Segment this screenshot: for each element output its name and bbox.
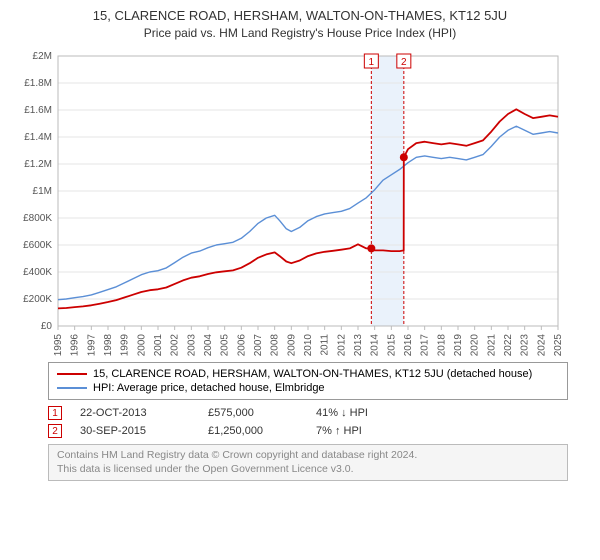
svg-text:1997: 1997 xyxy=(86,334,97,356)
svg-text:2012: 2012 xyxy=(336,334,347,356)
sale-price-1: £575,000 xyxy=(208,407,298,419)
svg-text:2004: 2004 xyxy=(203,334,214,356)
svg-text:£1.4M: £1.4M xyxy=(24,132,52,143)
svg-text:2020: 2020 xyxy=(470,334,481,356)
svg-text:2016: 2016 xyxy=(403,334,414,356)
sale-date-1: 22-OCT-2013 xyxy=(80,407,190,419)
svg-text:£2M: £2M xyxy=(33,51,52,62)
svg-text:2025: 2025 xyxy=(553,334,564,356)
line-chart-svg: £0 £200K £400K £600K £800K £1M £1.2M £1.4M £1.6M… xyxy=(10,46,570,356)
footnote-box: Contains HM Land Registry data © Crown c… xyxy=(48,444,568,481)
svg-text:2022: 2022 xyxy=(503,334,514,356)
sale-marker-2: 2 xyxy=(48,424,62,438)
svg-text:£200K: £200K xyxy=(23,294,52,305)
legend-swatch-property xyxy=(57,373,87,375)
svg-text:2014: 2014 xyxy=(370,334,381,356)
footnote-line2: This data is licensed under the Open Gov… xyxy=(57,463,559,477)
svg-text:£400K: £400K xyxy=(23,267,52,278)
sale-rows: 1 22-OCT-2013 £575,000 41% ↓ HPI 2 30-SE… xyxy=(48,404,590,440)
svg-text:2000: 2000 xyxy=(136,334,147,356)
chart-plot-area: £0 £200K £400K £600K £800K £1M £1.2M £1.4M £1.6M… xyxy=(10,46,590,356)
svg-text:2023: 2023 xyxy=(520,334,531,356)
svg-text:2001: 2001 xyxy=(153,334,164,356)
svg-text:2013: 2013 xyxy=(353,334,364,356)
svg-text:£1.2M: £1.2M xyxy=(24,159,52,170)
svg-text:1996: 1996 xyxy=(70,334,81,356)
svg-text:2018: 2018 xyxy=(436,334,447,356)
sale-row-1: 1 22-OCT-2013 £575,000 41% ↓ HPI xyxy=(48,404,590,422)
sale-pct-1: 41% ↓ HPI xyxy=(316,407,396,419)
legend-label-property: 15, CLARENCE ROAD, HERSHAM, WALTON-ON-TH… xyxy=(93,368,532,380)
svg-text:£0: £0 xyxy=(41,321,53,332)
svg-text:1: 1 xyxy=(369,57,375,68)
svg-text:2010: 2010 xyxy=(303,334,314,356)
svg-text:1995: 1995 xyxy=(53,334,64,356)
svg-text:2019: 2019 xyxy=(453,334,464,356)
svg-text:2006: 2006 xyxy=(236,334,247,356)
sale-price-2: £1,250,000 xyxy=(208,425,298,437)
svg-text:2017: 2017 xyxy=(420,334,431,356)
svg-text:2015: 2015 xyxy=(386,334,397,356)
svg-text:2005: 2005 xyxy=(220,334,231,356)
svg-text:2009: 2009 xyxy=(286,334,297,356)
sale-pct-2: 7% ↑ HPI xyxy=(316,425,396,437)
sale-marker-1: 1 xyxy=(48,406,62,420)
svg-text:£800K: £800K xyxy=(23,213,52,224)
legend-swatch-hpi xyxy=(57,387,87,389)
svg-text:2007: 2007 xyxy=(253,334,264,356)
chart-subtitle: Price paid vs. HM Land Registry's House … xyxy=(10,26,590,40)
sale-date-2: 30-SEP-2015 xyxy=(80,425,190,437)
legend-item-hpi: HPI: Average price, detached house, Elmb… xyxy=(57,381,559,395)
svg-text:2002: 2002 xyxy=(170,334,181,356)
legend-item-property: 15, CLARENCE ROAD, HERSHAM, WALTON-ON-TH… xyxy=(57,367,559,381)
svg-text:2003: 2003 xyxy=(186,334,197,356)
svg-text:1999: 1999 xyxy=(120,334,131,356)
chart-title: 15, CLARENCE ROAD, HERSHAM, WALTON-ON-TH… xyxy=(10,8,590,23)
footnote-line1: Contains HM Land Registry data © Crown c… xyxy=(57,449,559,463)
sale-row-2: 2 30-SEP-2015 £1,250,000 7% ↑ HPI xyxy=(48,422,590,440)
svg-text:2021: 2021 xyxy=(486,334,497,356)
legend-box: 15, CLARENCE ROAD, HERSHAM, WALTON-ON-TH… xyxy=(48,362,568,400)
svg-text:£600K: £600K xyxy=(23,240,52,251)
svg-text:2008: 2008 xyxy=(270,334,281,356)
svg-text:2011: 2011 xyxy=(320,334,331,356)
svg-text:£1M: £1M xyxy=(33,186,52,197)
svg-text:1998: 1998 xyxy=(103,334,114,356)
svg-text:£1.6M: £1.6M xyxy=(24,105,52,116)
legend-label-hpi: HPI: Average price, detached house, Elmb… xyxy=(93,382,325,394)
chart-container: 15, CLARENCE ROAD, HERSHAM, WALTON-ON-TH… xyxy=(0,0,600,487)
svg-text:2024: 2024 xyxy=(536,334,547,356)
svg-text:£1.8M: £1.8M xyxy=(24,78,52,89)
svg-text:2: 2 xyxy=(401,57,407,68)
